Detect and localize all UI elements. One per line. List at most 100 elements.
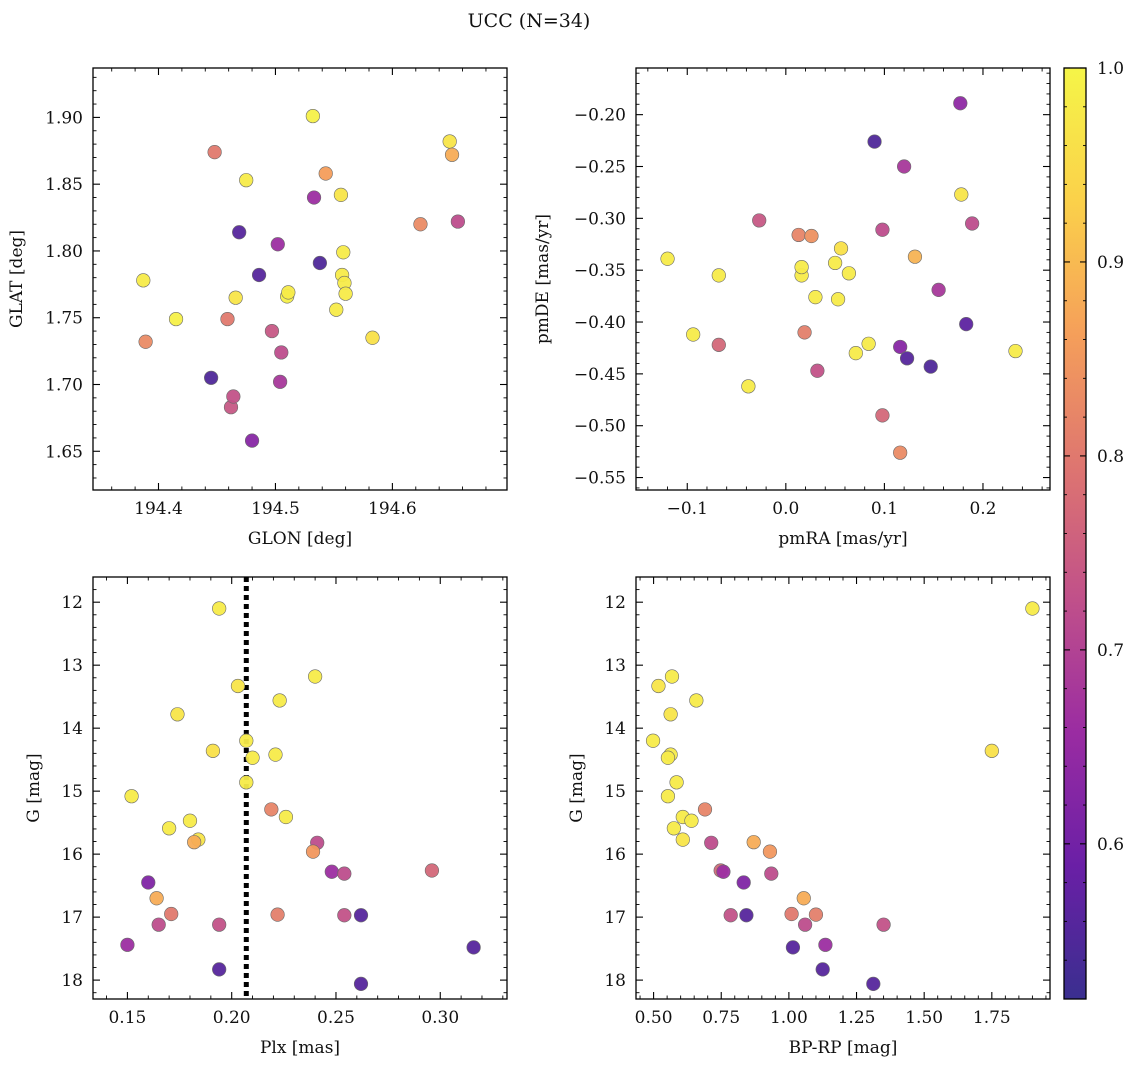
x-axis-label: Plx [mas] <box>260 1038 340 1058</box>
data-point <box>736 875 751 890</box>
data-point <box>953 96 968 111</box>
data-point <box>689 693 704 708</box>
data-point <box>338 286 353 301</box>
x-tick-label: 0.1 <box>871 499 898 519</box>
data-point <box>281 285 296 300</box>
y-axis-label: G [mag] <box>567 753 587 822</box>
data-point <box>337 866 352 881</box>
data-point <box>897 159 912 174</box>
data-point <box>444 147 460 162</box>
y-tick-label: −0.40 <box>574 313 626 333</box>
data-point <box>308 669 323 684</box>
x-tick-label: 1.75 <box>973 1008 1011 1028</box>
data-point <box>828 255 843 271</box>
data-point <box>312 255 327 271</box>
y-tick-label: 1.75 <box>45 309 83 329</box>
data-point <box>1008 343 1023 359</box>
scatter-points <box>136 108 465 448</box>
data-point <box>278 809 294 825</box>
scatter-points <box>645 601 1040 991</box>
data-point <box>797 325 812 340</box>
data-point <box>808 907 824 922</box>
data-point <box>684 813 699 828</box>
data-point <box>923 359 938 374</box>
y-tick-label: −0.20 <box>574 106 626 126</box>
data-point <box>251 267 267 283</box>
y-tick-label: −0.25 <box>574 158 626 178</box>
y-tick-label: 13 <box>604 656 626 676</box>
data-point <box>305 108 320 124</box>
data-point <box>866 976 881 991</box>
y-tick-label: 17 <box>61 908 83 928</box>
data-point <box>329 302 344 317</box>
panel-bottom-left: 0.15 0.20 0.25 0.30 12 13 14 15 16 17 18 Plx [mas] G… <box>24 576 508 1058</box>
colorbar-tick-label: 0.7 <box>1097 641 1124 661</box>
colorbar-tick-label: 0.6 <box>1097 835 1124 855</box>
y-axis-label: GLAT [deg] <box>7 230 27 328</box>
y-tick-label: −0.55 <box>574 469 626 489</box>
data-point <box>739 908 754 923</box>
plot-panels: 194.4 194.5 194.6 1.65 1.70 1.75 1.80 1.85 1.90 G… <box>7 67 1051 1058</box>
y-axis-label: pmDE [mas/yr] <box>533 214 553 344</box>
x-axis-label: pmRA [mas/yr] <box>778 529 907 549</box>
data-point <box>138 334 153 349</box>
data-point <box>965 216 980 231</box>
x-tick-label: 1.50 <box>905 1008 943 1028</box>
data-point <box>230 678 246 694</box>
data-point <box>784 906 799 922</box>
data-point <box>954 187 969 202</box>
colorbar-tick-label: 1.0 <box>1097 59 1124 79</box>
data-point <box>244 433 260 448</box>
data-point <box>413 217 428 232</box>
data-point <box>907 249 923 264</box>
y-tick-label: 15 <box>61 782 83 802</box>
data-point <box>466 940 481 955</box>
data-point <box>212 917 227 932</box>
data-point <box>867 134 882 149</box>
data-point <box>808 290 823 305</box>
data-point <box>899 351 915 366</box>
y-tick-label: 16 <box>61 845 83 865</box>
data-point <box>931 282 946 297</box>
y-tick-label: −0.45 <box>574 365 626 385</box>
data-point <box>151 917 166 932</box>
plot-frame <box>635 576 1051 1000</box>
x-tick-label: 194.4 <box>134 499 183 519</box>
axis-ticks <box>93 576 507 999</box>
data-point <box>141 875 156 890</box>
data-point <box>666 821 681 836</box>
data-point <box>245 750 260 765</box>
data-point <box>305 844 321 859</box>
data-point <box>124 789 139 804</box>
data-point <box>794 259 809 275</box>
data-point <box>120 937 135 952</box>
data-point <box>239 733 254 748</box>
data-point <box>660 251 675 266</box>
data-point <box>136 273 151 288</box>
panel-top-right: −0.1 0.0 0.1 0.2 −0.55 −0.50 −0.45 −0.40 −0.35 −0… <box>533 67 1051 549</box>
data-point <box>810 363 825 378</box>
data-point <box>205 743 221 758</box>
y-tick-label: 1.85 <box>45 175 83 195</box>
x-tick-label: 1.00 <box>770 1008 808 1028</box>
data-point <box>711 337 726 352</box>
data-point <box>207 145 222 160</box>
data-point <box>697 802 713 817</box>
x-tick-label: 194.5 <box>251 499 300 519</box>
x-tick-label: 0.2 <box>969 499 996 519</box>
data-point <box>353 908 369 923</box>
data-point <box>232 225 247 240</box>
panel-bottom-right: 0.50 0.75 1.00 1.25 1.50 1.75 12 13 14 15 16 17 18 BP… <box>567 576 1051 1058</box>
x-axis-label: BP-RP [mag] <box>789 1038 898 1058</box>
x-tick-label: 0.15 <box>108 1008 146 1028</box>
y-tick-label: 17 <box>604 908 626 928</box>
y-tick-label: 12 <box>61 593 83 613</box>
data-point <box>848 346 863 361</box>
data-point <box>365 330 380 345</box>
data-point <box>1025 601 1040 616</box>
data-point <box>804 228 819 244</box>
data-point <box>164 906 179 922</box>
plot-frame <box>92 576 508 1000</box>
x-tick-label: 0.25 <box>317 1008 355 1028</box>
